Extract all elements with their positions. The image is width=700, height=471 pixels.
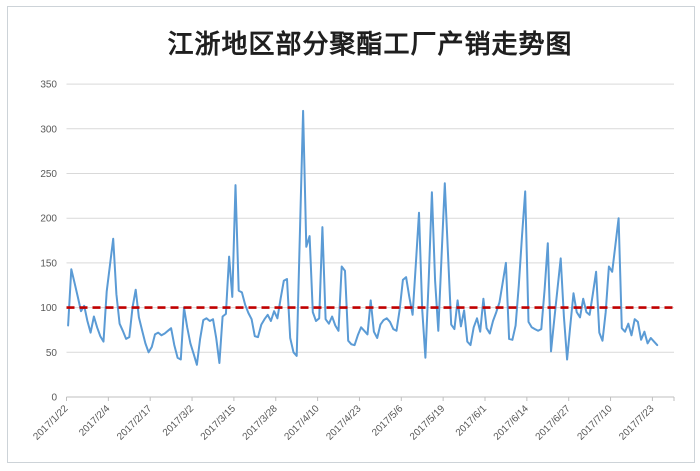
chart-frame [7,6,695,463]
x-tick-label: 2017/6/27 [534,403,574,443]
x-tick-label: 2017/5/19 [408,403,448,443]
y-tick-label: 200 [40,214,57,225]
x-tick-label: 2017/7/10 [575,403,615,443]
x-axis-ticks [66,397,675,401]
y-tick-label: 50 [46,348,58,359]
y-tick-label: 300 [40,124,57,135]
x-tick-label: 2017/6/14 [492,403,532,443]
x-tick-label: 2017/3/15 [199,403,239,443]
y-tick-label: 100 [40,303,57,314]
chart-title: 江浙地区部分聚酯工厂产销走势图 [167,30,573,60]
series-line [67,109,659,366]
x-tick-label: 2017/3/2 [161,403,197,439]
y-tick-label: 150 [40,258,57,269]
y-gridlines [66,83,674,398]
x-tick-label: 2017/4/10 [282,403,322,443]
x-tick-label: 2017/7/23 [617,403,657,443]
x-tick-label: 2017/4/23 [324,403,364,443]
x-tick-label: 2017/2/17 [115,403,155,443]
x-tick-label: 2017/5/6 [370,403,406,439]
y-tick-label: 350 [40,80,57,91]
x-axis-labels: 2017/1/22 2017/2/4 2017/2/17 2017/3/2 2017/3… [31,403,656,443]
y-tick-label: 0 [51,393,57,404]
x-tick-label: 2017/2/4 [77,403,113,439]
x-tick-label: 2017/3/28 [241,403,281,443]
x-tick-label: 2017/1/22 [31,403,71,443]
y-tick-label: 250 [40,169,57,180]
y-axis-labels: 0 50 100 150 200 250 300 350 [40,80,57,404]
x-tick-label: 2017/6/1 [454,403,490,439]
